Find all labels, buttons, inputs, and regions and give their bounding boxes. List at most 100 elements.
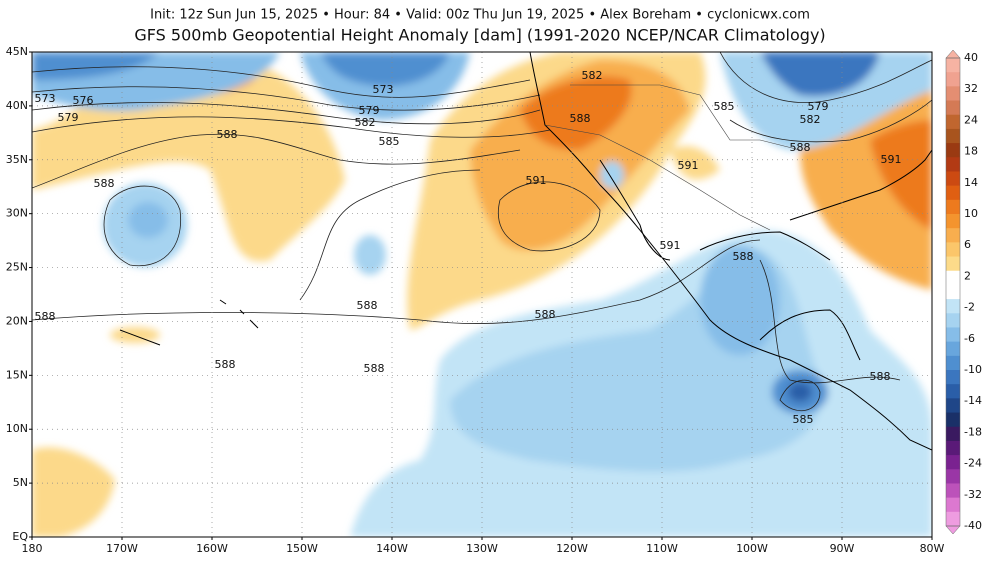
colorbar-swatch xyxy=(946,242,960,258)
colorbar-swatch xyxy=(946,86,960,102)
contour-label: 588 xyxy=(215,358,236,371)
colorbar-swatch xyxy=(946,199,960,215)
contour-label: 582 xyxy=(800,113,821,126)
colorbar-swatch xyxy=(946,455,960,470)
colorbar-label: -32 xyxy=(964,488,982,501)
lat-label: EQ xyxy=(12,530,28,543)
colorbar-swatch xyxy=(946,284,960,300)
contour-label: 588 xyxy=(364,362,385,375)
lat-label: 20N xyxy=(6,314,28,327)
colorbar-label: -18 xyxy=(964,425,982,438)
contour-label: 579 xyxy=(808,100,829,113)
colorbar-label: 24 xyxy=(964,113,978,126)
colorbar-frame xyxy=(945,57,961,527)
lat-label: 40N xyxy=(6,99,28,112)
colorbar-swatch xyxy=(946,511,960,527)
lat-label: 5N xyxy=(13,476,28,489)
colorbar-swatch xyxy=(946,185,960,201)
colorbar-swatch xyxy=(946,128,960,144)
contour-label: 582 xyxy=(355,116,376,129)
contour-label: 588 xyxy=(217,128,238,141)
contour-label: 573 xyxy=(35,92,56,105)
lon-label: 130W xyxy=(466,542,498,555)
colorbar-swatch xyxy=(946,440,960,456)
colorbar-swatch xyxy=(946,384,960,399)
contour-label: 588 xyxy=(35,310,56,323)
colorbar-label: 6 xyxy=(964,238,971,251)
lon-label: 90W xyxy=(830,542,855,555)
colorbar-swatch xyxy=(946,497,960,513)
lon-label: 100W xyxy=(736,542,768,555)
colorbar-label: -6 xyxy=(964,332,975,345)
anomaly-fill xyxy=(32,52,932,537)
colorbar-swatch xyxy=(946,157,960,172)
lon-label: 140W xyxy=(376,542,408,555)
colorbar-label: -10 xyxy=(964,363,982,376)
borders xyxy=(544,84,801,231)
contour-label: 582 xyxy=(582,69,603,82)
colorbar-label: 2 xyxy=(964,269,971,282)
colorbar-swatch xyxy=(946,58,960,73)
lat-label: 35N xyxy=(6,153,28,166)
contour-label: 576 xyxy=(73,94,94,107)
lat-label: 30N xyxy=(6,207,28,220)
colorbar-swatch xyxy=(946,341,960,357)
colorbar-swatch xyxy=(946,327,960,343)
colorbar-label: 10 xyxy=(964,207,978,220)
contour-label: 591 xyxy=(660,239,681,252)
colorbar-swatch xyxy=(946,256,960,272)
contour-label: 585 xyxy=(793,413,814,426)
colorbar-swatch xyxy=(946,426,960,442)
colorbar-label: -40 xyxy=(964,519,982,532)
colorbar-swatch xyxy=(946,72,960,87)
colorbar-label: -24 xyxy=(964,457,982,470)
colorbar-swatch xyxy=(946,483,960,499)
lon-label: 120W xyxy=(556,542,588,555)
contour-label: 588 xyxy=(790,141,811,154)
colorbar-swatch xyxy=(946,228,960,243)
colorbar-swatch xyxy=(946,171,960,187)
contour-label: 573 xyxy=(373,83,394,96)
contour-label: 591 xyxy=(678,159,699,172)
lon-label: 110W xyxy=(646,542,678,555)
contour-label: 588 xyxy=(870,370,891,383)
colorbar-swatch xyxy=(946,469,960,484)
lon-label: 170W xyxy=(106,542,138,555)
colorbar-label: 14 xyxy=(964,176,978,189)
lat-label: 15N xyxy=(6,368,28,381)
colorbar-swatch xyxy=(946,313,960,328)
colorbar-cap-bottom xyxy=(945,525,961,535)
lon-label: 80W xyxy=(920,542,945,555)
graticule xyxy=(32,52,932,537)
contour-label: 588 xyxy=(94,177,115,190)
colorbar-label: -14 xyxy=(964,394,982,407)
colorbar-swatch xyxy=(946,114,960,130)
colorbar-swatch xyxy=(946,299,960,314)
colorbar-swatch xyxy=(946,214,960,229)
lat-label: 45N xyxy=(6,45,28,58)
colorbar-label: 40 xyxy=(964,51,978,64)
contour-label: 585 xyxy=(379,135,400,148)
contour-label: 591 xyxy=(881,153,902,166)
contour-label: 585 xyxy=(714,100,735,113)
lat-label: 10N xyxy=(6,422,28,435)
colorbar-label: 32 xyxy=(964,82,978,95)
colorbar-label: -2 xyxy=(964,301,975,314)
contour-label: 588 xyxy=(357,299,378,312)
contour-label: 591 xyxy=(526,174,547,187)
colorbar-label: 18 xyxy=(964,145,978,158)
colorbar-swatch xyxy=(946,143,960,158)
colorbar-swatch xyxy=(946,270,960,286)
colorbar-swatch xyxy=(946,370,960,385)
contour-label: 579 xyxy=(359,104,380,117)
contour-label: 588 xyxy=(570,112,591,125)
lon-label: 150W xyxy=(286,542,318,555)
lat-label: 25N xyxy=(6,261,28,274)
colorbar: 40 32 24 18 14 10 6 2 -2 -6 -10 -14 -18 -24 -32 -40 xyxy=(945,49,982,535)
